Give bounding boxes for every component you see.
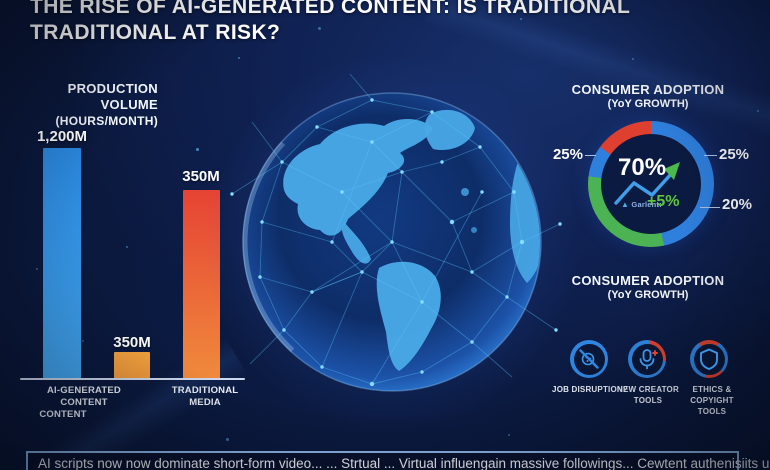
consumer-adoption-title: CONSUMER ADOPTION xyxy=(571,82,725,97)
donut-center-content: 70% ▲ Garlent: +5% xyxy=(588,121,714,247)
card-label-new-creator-tools: NEW CREATOR TOOLS xyxy=(612,384,684,406)
globe-network-visualization xyxy=(230,73,562,392)
growth-value: +5% xyxy=(647,193,680,210)
page-title: THE RISE OF AI-GENERATED CONTENT: IS TRA… xyxy=(30,0,690,46)
donut-callout-left: 25% xyxy=(552,146,583,163)
continents xyxy=(283,109,540,371)
callout-tick-line xyxy=(585,155,596,156)
bar-value-ai-generated: 1,200M xyxy=(36,128,88,145)
brand-label: ▲ Garlent: xyxy=(621,200,662,209)
adoption-section-heading: CONSUMER ADOPTION (YoY GROWTH) xyxy=(566,273,730,302)
card-label-ethics-copyright: ETHICS & COPYIGHT TOOLS xyxy=(670,384,754,417)
consumer-adoption-subtitle: (YoY GROWTH) xyxy=(607,98,689,110)
callout-tick-line xyxy=(700,207,720,208)
sparkle-dot xyxy=(226,438,229,441)
bar-traditional-media xyxy=(183,190,220,379)
brand-mark-icon: ▲ xyxy=(621,200,630,209)
category-label-ai-generated: AI-GENERATED CONTENT CONTENT xyxy=(24,385,144,421)
card-label-job-disruption: JOB DISRUPTION? xyxy=(546,384,634,395)
card3-line2: TOOLS xyxy=(697,407,727,416)
adoption-section-title: CONSUMER ADOPTION xyxy=(571,273,725,288)
card3-line1: ETHICS & COPYIGHT xyxy=(690,385,734,405)
bar-ai-generated-content xyxy=(43,148,81,379)
category-ai-line2: CONTENT xyxy=(39,409,87,420)
sparkle-dot xyxy=(508,434,510,436)
donut-headline-value: 70% xyxy=(618,154,667,181)
adoption-donut-chart xyxy=(588,121,714,247)
shield-icon xyxy=(690,340,728,378)
production-chart-title: PRODUCTION VOLUME (HOURS/MONTH) xyxy=(25,81,158,129)
bar-chart-axis-line xyxy=(20,378,245,380)
sparkle-dot xyxy=(757,110,759,112)
card2-line2: TOOLS xyxy=(633,396,663,405)
category-label-traditional: TRADITIONAL MEDIA xyxy=(166,385,244,409)
category-ai-line1: AI-GENERATED CONTENT xyxy=(46,385,121,408)
category-trad-line1: TRADITIONAL xyxy=(171,385,239,396)
news-ticker-text: AI scripts now now dominate short-form v… xyxy=(38,456,770,470)
job-disruption-icon xyxy=(570,340,608,378)
category-trad-line2: MEDIA xyxy=(189,397,221,408)
donut-callout-right-top: 25% xyxy=(719,146,750,163)
sparkle-dot xyxy=(82,340,84,342)
production-chart-title-line1: PRODUCTION VOLUME xyxy=(67,81,158,112)
donut-callout-right-bottom: 20% xyxy=(722,196,753,213)
trend-arrow-icon xyxy=(614,162,680,205)
bar-middle-orange xyxy=(114,352,150,379)
sparkle-dot xyxy=(126,246,128,248)
production-chart-subtitle: (HOURS/MONTH) xyxy=(55,114,158,128)
card1-line1: JOB DISRUPTION? xyxy=(552,385,628,394)
consumer-adoption-heading: CONSUMER ADOPTION (YoY GROWTH) xyxy=(566,82,730,111)
page-title-line1: THE RISE OF AI-GENERATED CONTENT: IS TRA… xyxy=(30,0,631,18)
page-title-line2: TRADITIONAL AT RISK? xyxy=(30,21,281,44)
globe-rim-highlight xyxy=(242,92,542,392)
network-mesh-nodes xyxy=(230,98,562,387)
card2-line1: NEW CREATOR xyxy=(617,385,679,394)
news-ticker-bar: AI scripts now now dominate short-form v… xyxy=(26,451,770,470)
callout-tick-line xyxy=(704,155,717,156)
sparkle-dot xyxy=(196,148,199,151)
sparkle-dot xyxy=(632,58,634,60)
sparkle-dot xyxy=(238,57,240,59)
sparkle-dot xyxy=(36,268,38,270)
bar-value-middle: 350M xyxy=(113,334,151,351)
bar-value-traditional: 350M xyxy=(182,168,220,185)
brand-text: Garlent: xyxy=(631,200,662,209)
microphone-plus-icon xyxy=(628,340,666,378)
adoption-section-subtitle: (YoY GROWTH) xyxy=(607,289,689,301)
